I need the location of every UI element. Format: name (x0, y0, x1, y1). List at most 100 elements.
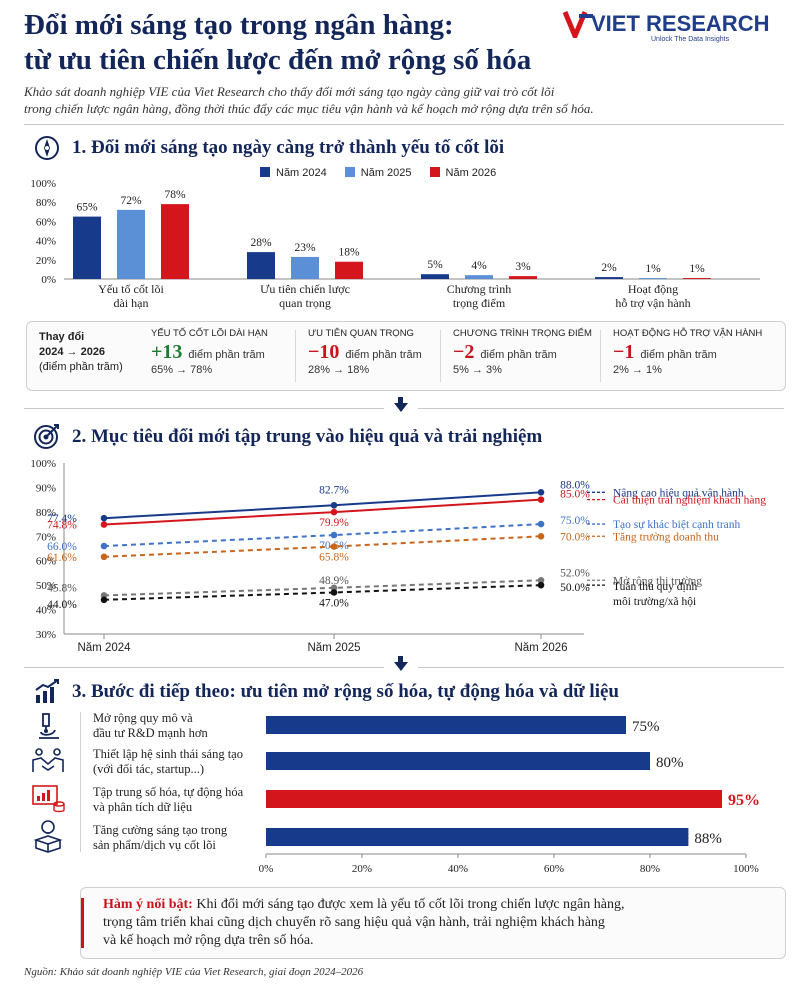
divider-left (24, 408, 384, 409)
data-point (537, 489, 545, 496)
y-tick-label: 70% (36, 531, 56, 543)
data-label: 79.9% (319, 517, 349, 529)
change-summary-box: Thay đổi 2024 → 2026 (điểm phần trăm) Yế… (26, 321, 786, 391)
intro-text: Khảo sát doanh nghiệp VIE của Viet Resea… (24, 83, 784, 117)
data-analytics-icon (32, 785, 65, 813)
series-line (103, 535, 542, 558)
legend-label: Nâng cao hiệu quả vận hành (613, 487, 744, 499)
change-label-line-1: Thay đổi (39, 331, 85, 343)
x-tick-label: Năm 2025 (307, 642, 360, 654)
legend-label: Tạo sự khác biệt cạnh tranh (613, 519, 741, 531)
bar-value-label: 65% (76, 202, 98, 214)
category-label: Hoạt động (628, 282, 678, 296)
category-label: Chương trình (447, 282, 512, 296)
data-point (537, 520, 545, 528)
data-label: 65.8% (319, 552, 349, 564)
x-tick-label: 40% (448, 863, 468, 875)
bar-value-label: 18% (338, 247, 360, 259)
change-unit: điểm phần trăm (480, 349, 557, 361)
y-tick-label: 40% (36, 605, 56, 617)
y-tick-label: 50% (36, 580, 56, 592)
y-tick-label: 60% (36, 556, 56, 568)
data-label: 75.0% (560, 515, 590, 527)
highlight-line-3: và kế hoạch mở rộng dựa trên số hóa. (103, 933, 314, 948)
change-value: −10 (308, 341, 340, 363)
data-label: 88.0% (560, 479, 590, 491)
data-label: 74.8% (47, 520, 77, 532)
item-divider-line (80, 712, 81, 852)
flow-arrow-icon (394, 403, 408, 412)
chart1-legend: Năm 2024 Năm 2025 Năm 2026 (260, 167, 496, 179)
legend-label: Mở rộng thị trường (613, 575, 702, 587)
bar-value-label: 5% (427, 259, 443, 271)
highlight-line-2: trọng tâm triển khai cũng dịch chuyển rõ… (103, 915, 605, 930)
step-item-line-2: và phân tích dữ liệu (93, 800, 193, 814)
flow-arrow-icon (394, 662, 408, 671)
data-point (537, 496, 545, 503)
x-tick-label: 20% (352, 863, 372, 875)
data-point (100, 542, 108, 550)
hbar-value-label: 88% (694, 831, 722, 847)
legend-item: Năm 2024 (260, 167, 327, 179)
change-item-priority: Ưu tiên quan trọng −10 điểm phần trăm 28%… (308, 328, 422, 376)
section2-title: 2. Mục tiêu đổi mới tập trung vào hiệu q… (72, 426, 543, 447)
step-item-rnd: Mở rộng quy mô và đầu tư R&D mạnh hơn (93, 711, 208, 741)
data-label: 66.0% (47, 541, 77, 553)
divider-right (418, 667, 784, 668)
hbar-value-label: 80% (656, 755, 684, 771)
logo-text: VIET RESEARCH (591, 11, 770, 36)
category-label: Ưu tiên chiến lược (260, 282, 350, 296)
step-item-line-2: (với đối tác, startup...) (93, 762, 205, 776)
hbar-value-label: 75% (632, 719, 660, 735)
bar-value-label: 78% (164, 189, 186, 201)
title-line-1: Đổi mới sáng tạo trong ngân hàng: (24, 9, 454, 41)
change-item-program: Chương trình trọng điểm −2 điểm phần trăm… (453, 328, 592, 376)
series-line (103, 584, 542, 601)
bar (247, 252, 275, 279)
intro-line-2: trong chiến lược ngân hàng, đồng thời th… (24, 101, 594, 116)
bar (595, 277, 623, 279)
data-label: 52.0% (560, 567, 590, 579)
highlight-text: Hàm ý nổi bật: Khi đổi mới sáng tạo được… (103, 896, 773, 950)
step-item-line-2: đầu tư R&D mạnh hơn (93, 726, 208, 740)
bar (639, 278, 667, 279)
series-line (103, 579, 542, 597)
change-head: Chương trình trọng điểm (453, 328, 592, 339)
step-item-product: Tăng cường sáng tạo trong sản phẩm/dịch … (93, 823, 227, 853)
legend-label: Năm 2024 (276, 167, 327, 179)
x-tick-label: Năm 2026 (514, 642, 567, 654)
bar-value-label: 23% (294, 242, 316, 254)
divider-left (24, 667, 384, 668)
change-item-support: Hoạt động hỗ trợ vận hành −1 điểm phần tr… (613, 328, 762, 376)
y-tick-label: 40% (36, 236, 56, 248)
data-label: 85.0% (560, 489, 590, 501)
intro-line-1: Khảo sát doanh nghiệp VIE của Viet Resea… (24, 84, 555, 99)
change-separator (295, 330, 296, 382)
change-separator (440, 330, 441, 382)
handshake-icon (32, 748, 64, 772)
category-label: quan trọng (279, 296, 331, 310)
data-label: 61.6% (47, 552, 77, 564)
change-range: 65% → 78% (151, 364, 213, 376)
change-head: Ưu tiên quan trọng (308, 328, 414, 339)
legend-label-line: Tuân thủ quy định (613, 581, 697, 593)
change-head: Yếu tố cốt lõi dài hạn (151, 328, 268, 339)
bar (421, 274, 449, 279)
title-line-2: từ ưu tiên chiến lược đến mở rộng số hóa (24, 44, 532, 76)
microscope-icon (39, 713, 59, 739)
divider-right (418, 408, 784, 409)
y-tick-label: 60% (36, 216, 56, 228)
data-point (330, 584, 338, 592)
section3-title: 3. Bước đi tiếp theo: ưu tiên mở rộng số… (72, 681, 619, 702)
legend-label: Tăng trưởng doanh thu (613, 531, 719, 543)
data-label: 77.4% (47, 513, 77, 525)
data-point (537, 576, 545, 584)
bar (509, 276, 537, 279)
data-point (100, 521, 108, 528)
step-item-digital: Tập trung số hóa, tự động hóa và phân tí… (93, 785, 243, 815)
change-label-line-2: 2024 → 2026 (39, 346, 106, 358)
bar-value-label: 1% (645, 263, 661, 275)
hbar-value-label: 95% (728, 792, 760, 809)
hbar (266, 790, 722, 808)
section1-title: 1. Đổi mới sáng tạo ngày càng trở thành … (72, 137, 505, 158)
